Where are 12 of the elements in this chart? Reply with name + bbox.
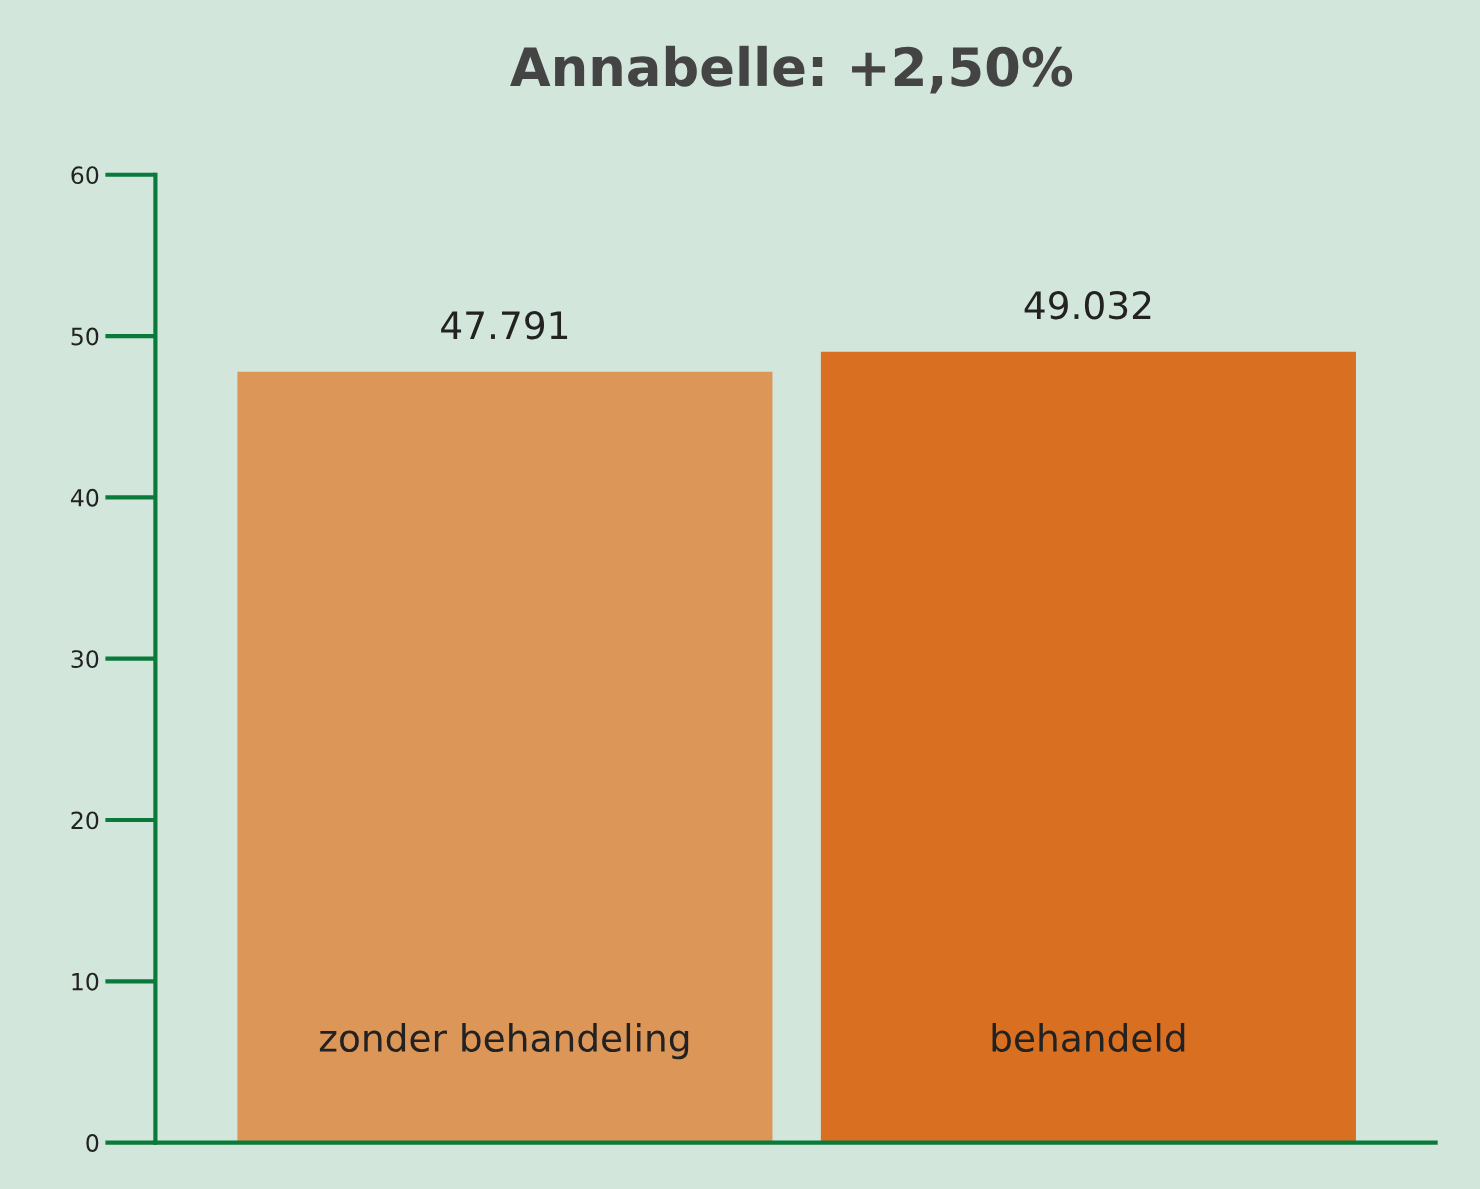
y-tick-label: 20 xyxy=(71,811,99,830)
y-tick-label: 60 xyxy=(71,166,99,185)
data-label: 49.032 xyxy=(1024,291,1151,320)
y-tick-label: 40 xyxy=(70,488,99,507)
data-label: 47.791 xyxy=(441,311,568,340)
x-tick-label: zonder behandeling xyxy=(319,1023,689,1060)
y-tick-label: 50 xyxy=(71,327,99,346)
x-tick-label: behandeld xyxy=(992,1023,1185,1053)
chart-title: Annabelle: +2,50% xyxy=(510,45,1073,94)
y-tick-label: 10 xyxy=(72,972,99,991)
y-tick-label: 0 xyxy=(86,1134,99,1152)
y-tick-label: 30 xyxy=(71,650,99,669)
